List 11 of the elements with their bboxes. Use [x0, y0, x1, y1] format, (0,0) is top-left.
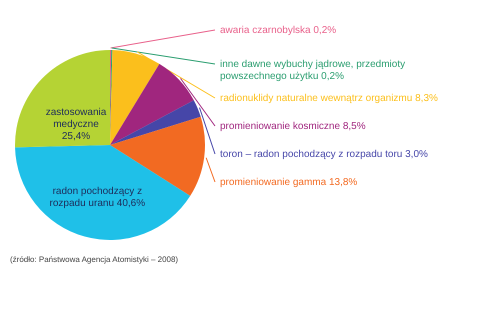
slice-label: zastosowania medyczne 25,4% [46, 106, 107, 142]
pie-slice [15, 50, 110, 148]
text: (źródło: Państwowa Agencja Atomistyki – 2008) [10, 255, 178, 264]
slice-label: toron – radon pochodzący z rozpadu toru 3,0% [220, 149, 428, 160]
slice-label: promieniowanie gamma 13,8% [220, 177, 358, 188]
pie-slice [15, 145, 190, 240]
slice-label: promieniowanie kosmiczne 8,5% [220, 121, 366, 132]
slice-label: radon pochodzący z rozpadu uranu 40,6% [50, 186, 146, 209]
slice-label: inne dawne wybuchy jądrowe, przedmioty powszechnego użytku 0,2% [220, 59, 406, 82]
slice-label: radionuklidy naturalne wewnątrz organizmu 8,3% [220, 93, 438, 104]
slice-label: awaria czarnobylska 0,2% [220, 25, 336, 36]
